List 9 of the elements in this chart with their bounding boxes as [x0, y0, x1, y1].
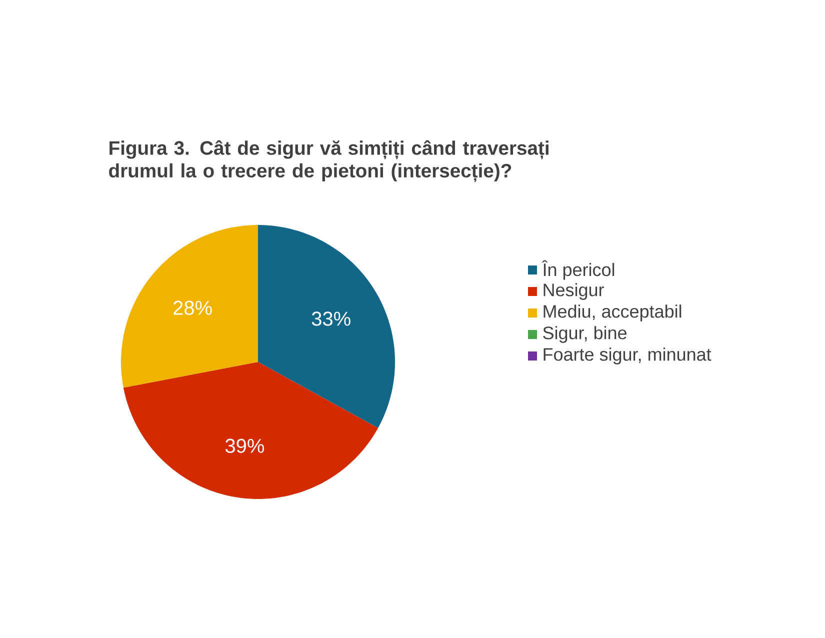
legend-label: Sigur, bine: [543, 326, 627, 343]
legend-label: Foarte sigur, minunat: [544, 348, 712, 364]
legend-label: Nesigur: [544, 283, 604, 300]
data-label: 33%: [312, 312, 350, 326]
data-label: 39%: [225, 438, 264, 453]
legend-label: În pericol: [542, 260, 614, 280]
chart-title: Figura 3. Cât de sigur vă simțiți când traversați drumul la o trecere de pietoni (intersecție)?: [109, 140, 548, 182]
data-label: 28%: [174, 300, 212, 315]
legend-label: Mediu, acceptabil: [544, 304, 682, 322]
